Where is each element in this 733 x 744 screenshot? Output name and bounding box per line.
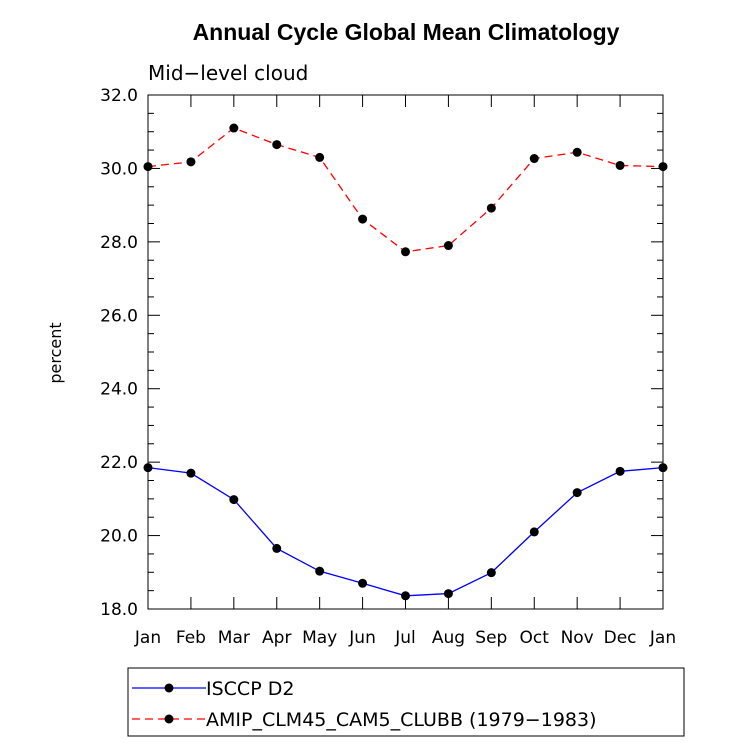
y-tick-label: 32.0: [100, 86, 138, 106]
series-2-point: [529, 154, 539, 164]
series-2-point: [143, 162, 153, 172]
chart-title: Annual Cycle Global Mean Climatology: [193, 19, 620, 45]
legend-label-2: AMIP_CLM45_CAM5_CLUBB (1979−1983): [206, 709, 597, 731]
series-2-point: [272, 140, 282, 150]
legend-label-1: ISCCP D2: [206, 678, 294, 700]
series-2-point: [315, 152, 325, 162]
x-tick-label: May: [302, 628, 337, 648]
y-tick-label: 18.0: [100, 600, 138, 620]
series-1-point: [401, 591, 410, 601]
y-tick-label: 24.0: [100, 380, 138, 400]
x-tick-label: Dec: [604, 628, 637, 648]
series-2-point: [229, 123, 239, 133]
series-2-point: [615, 160, 625, 170]
legend-box: [127, 667, 685, 737]
series-line-1: [147, 467, 664, 597]
series-1-point: [229, 495, 239, 505]
series-2-point: [443, 241, 453, 251]
x-tick-label: Jan: [649, 628, 676, 648]
series-1-point: [143, 463, 153, 473]
series-1-point: [615, 466, 625, 476]
series-1-point: [658, 463, 668, 473]
series-2-point: [186, 157, 196, 167]
plot-area: Jan Feb Mar Apr May Jun Jul Aug Sep Oct Nov Dec Jan 1…: [100, 86, 676, 648]
x-tick-label: Aug: [432, 628, 465, 648]
x-tick-label: Jan: [134, 628, 161, 648]
series-2-point: [401, 247, 410, 257]
x-tick-label: Mar: [218, 628, 250, 648]
series-1-point: [315, 566, 325, 576]
series-2-point: [572, 147, 582, 157]
y-tick-label: 26.0: [100, 306, 138, 326]
x-tick-label: Sep: [475, 628, 507, 648]
legend-marker-1: [164, 683, 174, 693]
x-tick-label: Oct: [520, 628, 550, 648]
series-1-point: [443, 589, 453, 599]
series-2-point: [658, 162, 668, 172]
y-tick-label: 30.0: [100, 159, 138, 179]
legend-marker-2: [164, 714, 174, 724]
x-tick-label: Jul: [394, 628, 416, 648]
x-tick-label: Jun: [348, 628, 376, 648]
series-line-2: [147, 127, 664, 253]
series-1-point: [572, 488, 582, 498]
plot-frame: [147, 94, 664, 610]
chart-subtitle: Mid−level cloud: [148, 61, 308, 85]
legend: ISCCP D2 AMIP_CLM45_CAM5_CLUBB (1979−1983…: [127, 667, 685, 737]
series-1-point: [358, 578, 368, 588]
series-1-point: [272, 543, 282, 553]
y-axis-label: percent: [46, 322, 65, 383]
x-tick-label: Nov: [561, 628, 594, 648]
series-1-point: [186, 468, 196, 478]
series-1-point: [486, 568, 496, 578]
y-tick-label: 22.0: [100, 453, 138, 473]
series-2-point: [486, 203, 496, 213]
series-1-point: [529, 527, 539, 537]
y-tick-label: 20.0: [100, 527, 138, 547]
x-tick-label: Apr: [262, 628, 291, 648]
x-tick-label: Feb: [176, 628, 206, 648]
y-tick-label: 28.0: [100, 233, 138, 253]
series-2-point: [358, 214, 368, 224]
